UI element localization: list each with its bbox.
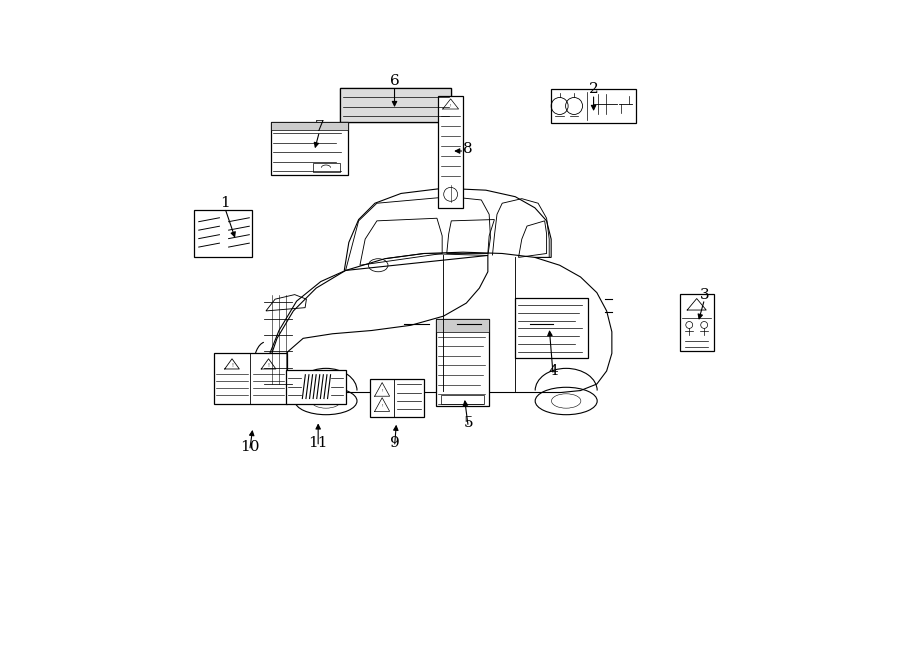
Text: !: ! [450,104,452,108]
Text: 11: 11 [309,436,328,449]
Bar [441,395,484,404]
Text: !: ! [267,363,270,368]
Text: 3: 3 [699,288,709,301]
Bar [551,89,636,123]
Bar [213,353,287,404]
Text: 1: 1 [220,196,230,210]
Text: !: ! [382,389,383,393]
Bar [340,88,451,122]
Bar [285,369,346,404]
Text: 10: 10 [240,440,259,453]
Text: 7: 7 [315,120,324,134]
Text: !: ! [231,363,233,368]
Bar [271,122,347,130]
Bar [313,163,340,173]
Text: 2: 2 [589,82,598,96]
Bar [436,319,490,332]
Bar [516,298,589,358]
Bar [680,294,714,352]
Text: !: ! [382,404,383,408]
Bar [194,210,252,257]
Text: 8: 8 [464,142,473,156]
Bar [271,122,347,175]
Text: 5: 5 [464,416,473,430]
Text: 4: 4 [548,364,558,378]
Bar [438,96,464,208]
Bar [436,319,490,406]
Text: 9: 9 [390,436,400,449]
Bar [340,88,451,122]
Bar [371,379,424,416]
Text: 6: 6 [390,74,400,88]
